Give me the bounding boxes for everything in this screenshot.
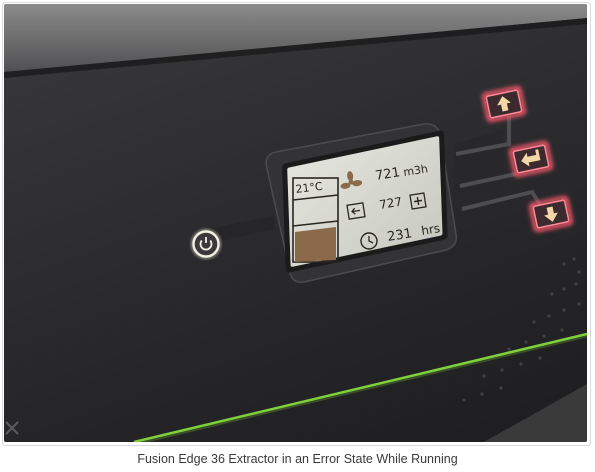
clock-icon (360, 232, 378, 250)
hours-value: 231 (386, 226, 413, 245)
top-metal-edge (4, 4, 587, 72)
filter-level-fill (295, 227, 336, 262)
image-caption: Fusion Edge 36 Extractor in an Error Sta… (137, 452, 458, 466)
pressure-value: 727 (378, 195, 403, 212)
fan-icon (340, 171, 363, 189)
enter-icon (521, 149, 541, 167)
lcd-content: 21°C 721 m3h 727 (292, 162, 441, 263)
temperature-readout: 21°C (295, 180, 324, 196)
down-button[interactable] (529, 195, 573, 233)
up-arrow-icon (497, 96, 511, 112)
power-button[interactable] (189, 227, 223, 261)
airflow-unit: m3h (402, 162, 428, 179)
plus-icon (409, 192, 427, 210)
airflow-value: 721 (374, 165, 401, 184)
dot-pattern (462, 257, 581, 402)
up-button[interactable] (482, 85, 526, 123)
power-icon (199, 237, 213, 251)
green-accent-line (133, 332, 587, 442)
enter-button[interactable] (509, 140, 553, 178)
down-arrow-icon (544, 206, 558, 222)
logo-mark (5, 421, 19, 435)
photo: 21°C 721 m3h 727 (4, 4, 587, 442)
arrow-left-icon (346, 202, 366, 220)
hours-unit: hrs (420, 221, 441, 238)
filter-level-frame (292, 177, 339, 263)
